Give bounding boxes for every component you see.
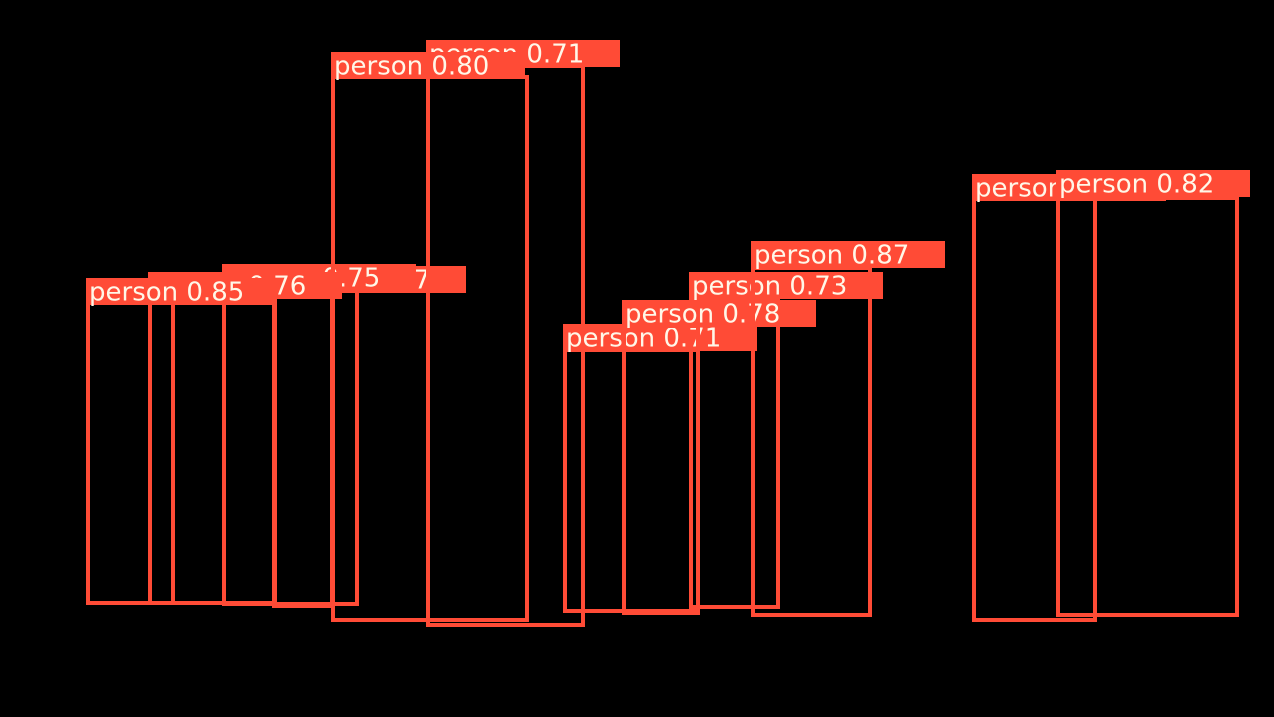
- label-background: [86, 278, 276, 305]
- detection-label: person 0.71: [566, 324, 721, 354]
- detection-label: person 0.78: [625, 300, 780, 330]
- label-background: [622, 300, 816, 327]
- detection-label: person 0.82: [1059, 170, 1214, 200]
- detection-label: person 0.80: [334, 52, 489, 82]
- label-background: [751, 241, 945, 268]
- bounding-box: [1056, 196, 1239, 617]
- detection: person 0.73: [689, 272, 883, 609]
- label-background: [563, 324, 757, 351]
- detection-label: person 0.85: [89, 278, 244, 308]
- detection: person 0.85: [86, 278, 276, 605]
- label-background: [689, 272, 883, 299]
- label-background: [1056, 170, 1250, 197]
- detection: person 0.80: [331, 52, 529, 622]
- detection: person 0.87: [751, 241, 945, 617]
- detection-label: person 0.87: [754, 241, 909, 271]
- detection-label: person 0.73: [692, 272, 847, 302]
- detection: person 0.71: [563, 324, 757, 613]
- label-background: [331, 52, 525, 79]
- detection: person 0.82: [1056, 170, 1250, 617]
- detection-label: person: [975, 174, 1064, 204]
